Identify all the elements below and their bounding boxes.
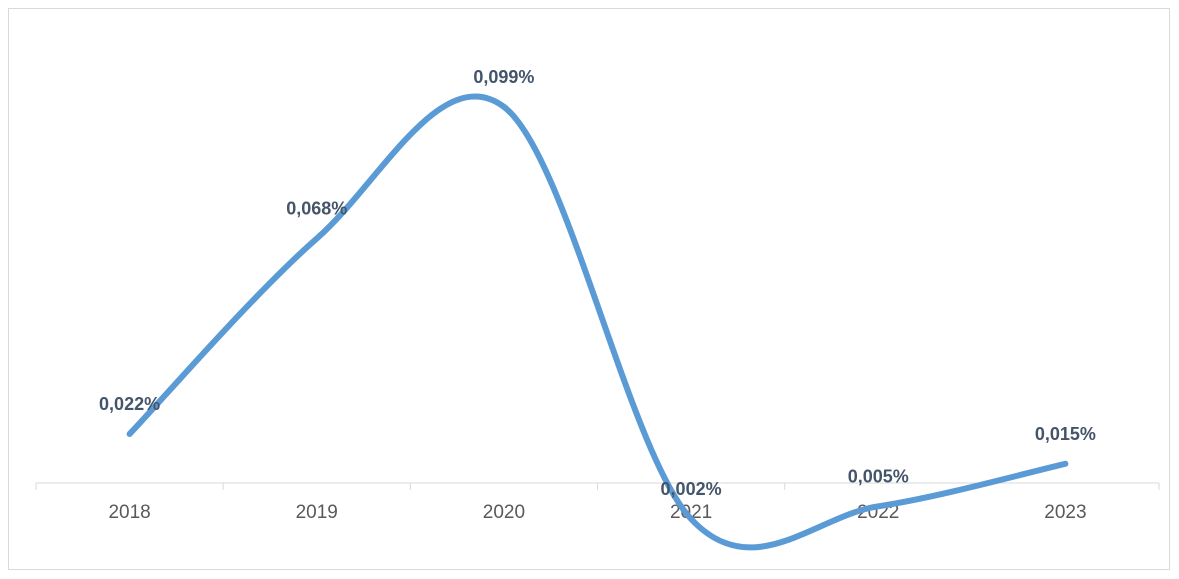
x-tick-label-2023: 2023 bbox=[1044, 502, 1086, 523]
data-label-layer: 0,022% 0,068% 0,099% 0,002% 0,005% 0,015% bbox=[99, 67, 1096, 499]
x-tick-label-2019: 2019 bbox=[296, 502, 338, 523]
data-label-2019: 0,068% bbox=[286, 199, 347, 219]
x-tick-label-2018: 2018 bbox=[108, 502, 150, 523]
series-line bbox=[126, 93, 1069, 551]
data-label-2018: 0,022% bbox=[99, 394, 160, 414]
x-axis: 2018 2019 2020 2021 2022 2023 bbox=[35, 482, 1160, 523]
data-label-2022: 0,005% bbox=[848, 466, 909, 486]
data-label-2020: 0,099% bbox=[473, 67, 534, 87]
data-label-2023: 0,015% bbox=[1035, 424, 1096, 444]
series-layer bbox=[126, 93, 1069, 551]
x-tick-label-2020: 2020 bbox=[483, 502, 525, 523]
data-label-2021: 0,002% bbox=[661, 479, 722, 499]
